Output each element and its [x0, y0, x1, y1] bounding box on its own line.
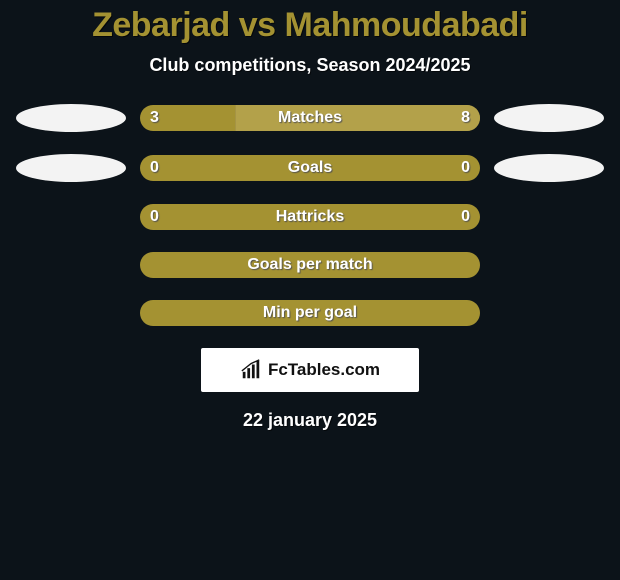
- stat-label: Goals: [140, 155, 480, 181]
- stat-label: Hattricks: [140, 204, 480, 230]
- page-title: Zebarjad vs Mahmoudabadi: [0, 6, 620, 45]
- stat-left-value: 0: [150, 204, 159, 230]
- stat-row-mpg: Min per goal: [0, 300, 620, 326]
- stat-bar: 0 Goals 0: [140, 155, 480, 181]
- stat-label: Min per goal: [140, 300, 480, 326]
- stat-row-hattricks: 0 Hattricks 0: [0, 204, 620, 230]
- watermark: FcTables.com: [201, 348, 419, 392]
- stat-row-goals: 0 Goals 0: [0, 154, 620, 182]
- stats-list: 3 Matches 8 0 Goals 0 0 Hattricks 0: [0, 104, 620, 326]
- subtitle: Club competitions, Season 2024/2025: [0, 55, 620, 76]
- stat-bar: 0 Hattricks 0: [140, 204, 480, 230]
- stat-bar: 3 Matches 8: [140, 105, 480, 131]
- stat-bar: Min per goal: [140, 300, 480, 326]
- stat-right-value: 0: [461, 204, 470, 230]
- watermark-text: FcTables.com: [268, 360, 380, 380]
- chart-icon: [240, 359, 262, 381]
- stat-label: Goals per match: [140, 252, 480, 278]
- stat-right-value: 0: [461, 155, 470, 181]
- stat-row-matches: 3 Matches 8: [0, 104, 620, 132]
- date-text: 22 january 2025: [0, 410, 620, 431]
- stat-bar-fill: [235, 105, 480, 131]
- stat-right-value: 8: [461, 105, 470, 131]
- player-photo-left: [16, 154, 126, 182]
- player-photo-left: [16, 104, 126, 132]
- player-photo-right: [494, 154, 604, 182]
- stat-left-value: 3: [150, 105, 159, 131]
- player-photo-right: [494, 104, 604, 132]
- stat-left-value: 0: [150, 155, 159, 181]
- comparison-card: Zebarjad vs Mahmoudabadi Club competitio…: [0, 0, 620, 431]
- stat-bar: Goals per match: [140, 252, 480, 278]
- stat-row-gpm: Goals per match: [0, 252, 620, 278]
